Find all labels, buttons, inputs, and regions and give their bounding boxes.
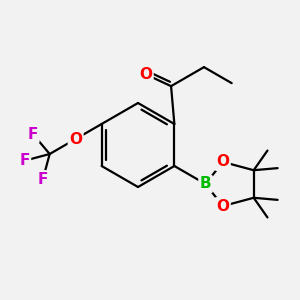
- Text: B: B: [200, 176, 212, 191]
- Text: F: F: [28, 127, 38, 142]
- Text: O: O: [69, 131, 82, 146]
- Text: F: F: [20, 153, 30, 168]
- Text: O: O: [216, 154, 229, 169]
- Text: F: F: [38, 172, 48, 187]
- Text: O: O: [139, 67, 152, 82]
- Text: O: O: [216, 199, 229, 214]
